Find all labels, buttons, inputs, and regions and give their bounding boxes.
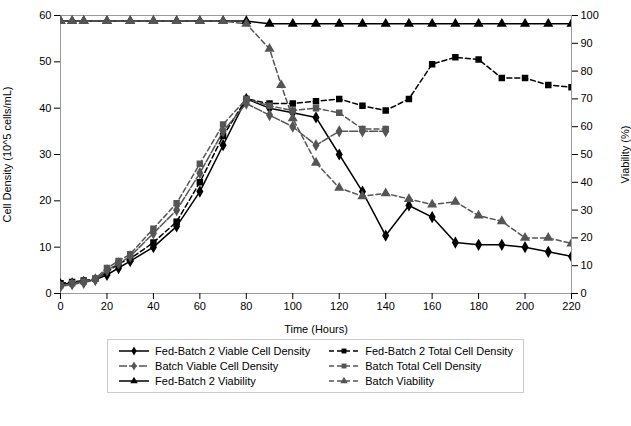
svg-text:160: 160: [423, 300, 441, 312]
svg-text:0: 0: [45, 287, 51, 299]
svg-text:Cell Density (10^5 cells/mL): Cell Density (10^5 cells/mL): [1, 87, 13, 223]
html-text:Batch Viable Cell Density: Batch Viable Cell Density: [155, 360, 279, 372]
html-text:Fed-Batch 2 Total Cell Density: Fed-Batch 2 Total Cell Density: [365, 345, 513, 357]
html-text:Batch Total Cell Density: Batch Total Cell Density: [365, 360, 482, 372]
svg-text:60: 60: [194, 300, 206, 312]
svg-text:80: 80: [581, 65, 593, 77]
svg-text:Viability (%): Viability (%): [619, 126, 631, 184]
svg-text:30: 30: [39, 148, 51, 160]
svg-text:40: 40: [147, 300, 159, 312]
svg-text:90: 90: [581, 37, 593, 49]
html-text:Fed-Batch 2 Viable Cell Densit: Fed-Batch 2 Viable Cell Density: [155, 345, 311, 357]
svg-text:0: 0: [581, 287, 587, 299]
svg-text:Time (Hours): Time (Hours): [284, 323, 348, 335]
svg-text:40: 40: [581, 176, 593, 188]
svg-text:200: 200: [516, 300, 534, 312]
svg-text:10: 10: [39, 241, 51, 253]
svg-text:40: 40: [39, 102, 51, 114]
svg-text:10: 10: [581, 259, 593, 271]
svg-text:60: 60: [581, 120, 593, 132]
svg-text:100: 100: [581, 9, 599, 21]
svg-text:80: 80: [240, 300, 252, 312]
svg-text:50: 50: [39, 55, 51, 67]
svg-text:60: 60: [39, 9, 51, 21]
svg-text:20: 20: [101, 300, 113, 312]
svg-text:180: 180: [469, 300, 487, 312]
svg-text:140: 140: [377, 300, 395, 312]
html-text:Batch Viability: Batch Viability: [365, 375, 435, 387]
svg-text:30: 30: [581, 204, 593, 216]
svg-text:50: 50: [581, 148, 593, 160]
svg-text:220: 220: [562, 300, 580, 312]
svg-text:100: 100: [284, 300, 302, 312]
svg-text:70: 70: [581, 92, 593, 104]
html-text:Fed-Batch 2 Viability: Fed-Batch 2 Viability: [155, 375, 256, 387]
svg-text:20: 20: [39, 194, 51, 206]
svg-text:120: 120: [330, 300, 348, 312]
svg-text:0: 0: [57, 300, 63, 312]
svg-text:20: 20: [581, 231, 593, 243]
